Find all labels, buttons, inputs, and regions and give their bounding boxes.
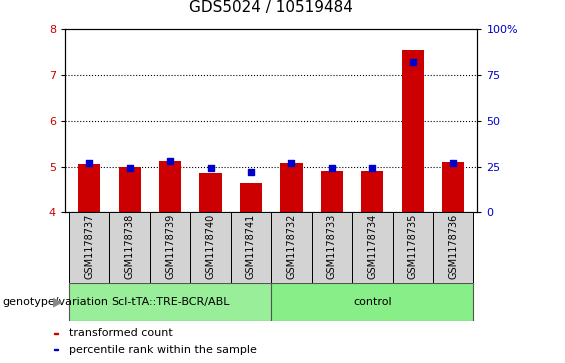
Text: GDS5024 / 10519484: GDS5024 / 10519484 [189, 0, 353, 15]
Point [287, 160, 296, 166]
Text: GSM1178739: GSM1178739 [165, 214, 175, 279]
Point [368, 166, 377, 171]
Text: GSM1178740: GSM1178740 [206, 214, 215, 279]
Bar [110, 212, 150, 283]
Bar [54, 349, 58, 350]
Text: percentile rank within the sample: percentile rank within the sample [68, 344, 257, 355]
Bar [271, 283, 473, 321]
Bar [352, 212, 393, 283]
Bar [321, 171, 343, 212]
Text: GSM1178737: GSM1178737 [84, 214, 94, 279]
Point [166, 158, 175, 164]
Text: GSM1178734: GSM1178734 [367, 214, 377, 279]
Bar [54, 333, 58, 334]
Point [125, 166, 134, 171]
Bar [361, 171, 384, 212]
Bar [150, 212, 190, 283]
Bar [199, 174, 221, 212]
Text: GSM1178738: GSM1178738 [125, 214, 134, 279]
Text: ▶: ▶ [53, 296, 62, 309]
Bar [69, 212, 110, 283]
Bar [159, 161, 181, 212]
Bar [312, 212, 352, 283]
Text: Scl-tTA::TRE-BCR/ABL: Scl-tTA::TRE-BCR/ABL [111, 297, 229, 307]
Bar [280, 163, 302, 212]
Bar [393, 212, 433, 283]
Bar [442, 162, 464, 212]
Text: genotype/variation: genotype/variation [3, 297, 109, 307]
Point [327, 166, 336, 171]
Bar [119, 167, 141, 212]
Bar [433, 212, 473, 283]
Text: GSM1178735: GSM1178735 [408, 214, 418, 279]
Point [408, 59, 417, 65]
Bar [231, 212, 271, 283]
Text: control: control [353, 297, 392, 307]
Text: GSM1178741: GSM1178741 [246, 214, 256, 279]
Bar [240, 183, 262, 212]
Bar [78, 164, 101, 212]
Point [206, 166, 215, 171]
Point [449, 160, 458, 166]
Point [85, 160, 94, 166]
Point [246, 169, 255, 175]
Text: transformed count: transformed count [68, 328, 172, 338]
Text: GSM1178736: GSM1178736 [448, 214, 458, 279]
Bar [69, 283, 271, 321]
Bar [190, 212, 231, 283]
Text: GSM1178733: GSM1178733 [327, 214, 337, 279]
Text: GSM1178732: GSM1178732 [286, 214, 297, 279]
Bar [271, 212, 312, 283]
Bar [402, 50, 424, 212]
